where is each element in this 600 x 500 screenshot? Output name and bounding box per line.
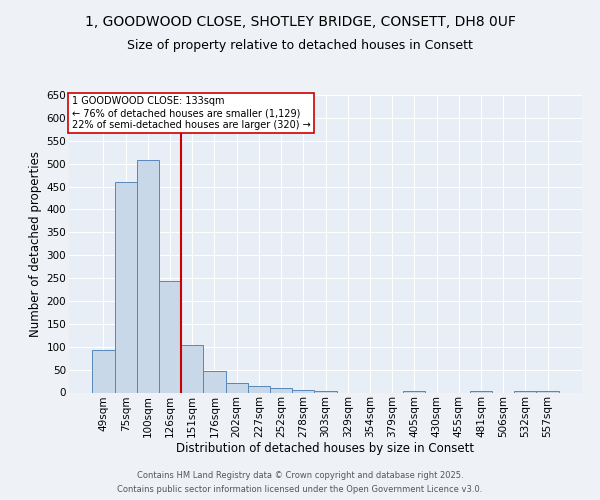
Text: Contains public sector information licensed under the Open Government Licence v3: Contains public sector information licen… [118,484,482,494]
Bar [248,386,270,392]
Bar [270,388,292,392]
Bar [536,391,559,392]
Bar [470,391,492,392]
Text: 1, GOODWOOD CLOSE, SHOTLEY BRIDGE, CONSETT, DH8 0UF: 1, GOODWOOD CLOSE, SHOTLEY BRIDGE, CONSE… [85,16,515,30]
Bar [137,160,159,392]
Text: 1 GOODWOOD CLOSE: 133sqm
← 76% of detached houses are smaller (1,129)
22% of sem: 1 GOODWOOD CLOSE: 133sqm ← 76% of detach… [71,96,310,130]
Bar [314,390,337,392]
Text: Size of property relative to detached houses in Consett: Size of property relative to detached ho… [127,38,473,52]
Bar [181,345,203,393]
Bar [115,182,137,392]
Bar [159,282,181,393]
Bar [292,390,314,392]
Bar [92,350,115,393]
Bar [514,391,536,392]
Bar [403,391,425,392]
X-axis label: Distribution of detached houses by size in Consett: Distribution of detached houses by size … [176,442,475,454]
Bar [203,372,226,392]
Text: Contains HM Land Registry data © Crown copyright and database right 2025.: Contains HM Land Registry data © Crown c… [137,472,463,480]
Y-axis label: Number of detached properties: Number of detached properties [29,151,43,337]
Bar [226,384,248,392]
